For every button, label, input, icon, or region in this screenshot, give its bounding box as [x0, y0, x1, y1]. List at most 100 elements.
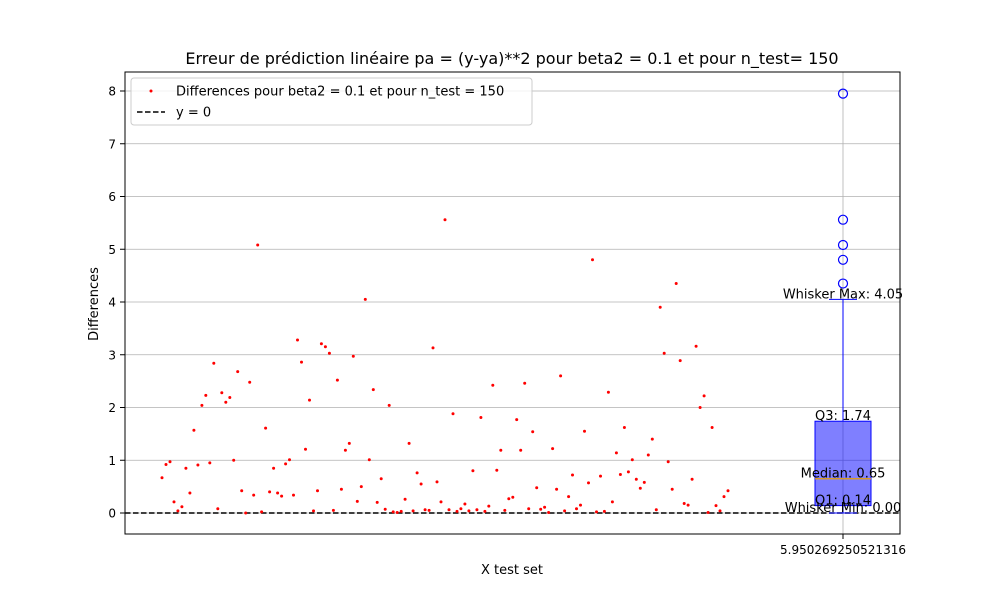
scatter-point [240, 489, 244, 493]
scatter-point [347, 441, 351, 445]
scatter-point [387, 403, 391, 407]
scatter-point [260, 510, 264, 514]
scatter-point [204, 393, 208, 397]
box-annotations: Whisker Max: 4.05 Q3: 1.74 Median: 0.65 Q1:… [783, 287, 903, 516]
scatter-point [284, 462, 288, 466]
scatter-point [551, 447, 555, 451]
scatter-point [292, 493, 295, 497]
y-axis-label: Differences [87, 267, 102, 341]
box-iqr [814, 420, 872, 507]
scatter-point [431, 346, 435, 350]
scatter-point [722, 495, 726, 499]
y-tick-label: 1 [108, 454, 116, 468]
scatter-point [363, 297, 367, 301]
scatter-point [288, 458, 291, 462]
scatter-point [451, 412, 455, 416]
annotation-median: Median: 0.65 [801, 467, 886, 482]
scatter-point [718, 509, 722, 513]
scatter-point [523, 381, 527, 385]
scatter-point [339, 487, 343, 491]
scatter-point [343, 448, 347, 452]
scatter-point [650, 437, 654, 441]
annotation-whisker-min: Whisker Min: 0.00 [785, 501, 902, 516]
y-tick-label: 6 [108, 190, 116, 204]
scatter-point [618, 473, 622, 476]
scatter-point [595, 510, 598, 514]
scatter-point [228, 396, 232, 399]
scatter-point [622, 426, 626, 429]
scatter-point [367, 458, 371, 462]
scatter-points [160, 218, 730, 515]
scatter-point [220, 391, 224, 395]
scatter-point [479, 416, 483, 419]
scatter-point [395, 511, 399, 514]
annotation-q1: Q1: 0.14 [815, 494, 871, 509]
y-tick-label: 7 [108, 137, 116, 151]
scatter-point [698, 406, 702, 409]
scatter-point [164, 463, 168, 466]
scatter-point [327, 351, 331, 355]
scatter-point [706, 511, 710, 514]
scatter-point [726, 489, 730, 493]
legend: Differences pour beta2 = 0.1 et pour n_t… [130, 77, 533, 126]
scatter-point [487, 504, 491, 508]
scatter-point [602, 509, 606, 513]
scatter-point [312, 509, 315, 513]
scatter-point [316, 489, 319, 493]
scatter-point [674, 282, 678, 285]
scatter-point [527, 507, 531, 511]
scatter-point [172, 500, 176, 504]
scatter-point [427, 508, 431, 512]
y-tick-label: 2 [108, 401, 116, 415]
scatter-point [654, 508, 658, 512]
scatter-point [503, 508, 507, 512]
scatter-point [579, 503, 582, 507]
scatter-point [666, 460, 670, 464]
scatter-point [571, 473, 574, 477]
scatter-point [694, 344, 698, 348]
y-tick-label: 4 [108, 296, 116, 310]
x-axis: 5.950269250521316 [780, 534, 906, 557]
scatter-point [415, 471, 419, 475]
scatter-point [304, 447, 307, 451]
scatter-point [658, 305, 662, 309]
scatter-point [196, 463, 200, 467]
scatter-point [236, 370, 240, 374]
legend-scatter-label: Differences pour beta2 = 0.1 et pour n_t… [176, 85, 504, 100]
outlier-point [837, 254, 849, 265]
scatter-point [248, 380, 252, 384]
outlier-point [837, 88, 849, 99]
scatter-point [455, 509, 459, 513]
scatter-point [383, 507, 387, 511]
scatter-point [208, 461, 212, 465]
scatter-point [638, 486, 642, 490]
y-tick-label: 3 [108, 348, 116, 362]
scatter-point [626, 470, 630, 474]
scatter-point [535, 486, 539, 490]
annotation-whisker-max: Whisker Max: 4.05 [783, 287, 903, 302]
scatter-point [662, 351, 666, 355]
scatter-point [634, 477, 638, 481]
scatter-point [531, 430, 535, 434]
y-axis: 0 1 2 3 4 5 6 7 8 [108, 85, 125, 521]
scatter-point [399, 509, 403, 513]
scatter-point [559, 374, 563, 378]
scatter-point [507, 497, 511, 501]
scatter-point [614, 451, 618, 455]
legend-box [130, 77, 533, 126]
scatter-point [200, 403, 204, 407]
scatter-point [180, 505, 184, 509]
plot-frame [124, 71, 901, 535]
x-axis-label: X test set [481, 563, 543, 578]
scatter-point [160, 476, 164, 480]
scatter-point [567, 495, 571, 499]
scatter-point [678, 359, 682, 363]
scatter-point [264, 426, 268, 430]
y-tick-label: 8 [108, 85, 116, 99]
scatter-point [682, 502, 686, 505]
scatter-point [439, 500, 443, 504]
scatter-point [459, 507, 463, 511]
scatter-point [272, 466, 276, 470]
scatter-point [642, 480, 646, 484]
scatter-point [407, 441, 411, 445]
